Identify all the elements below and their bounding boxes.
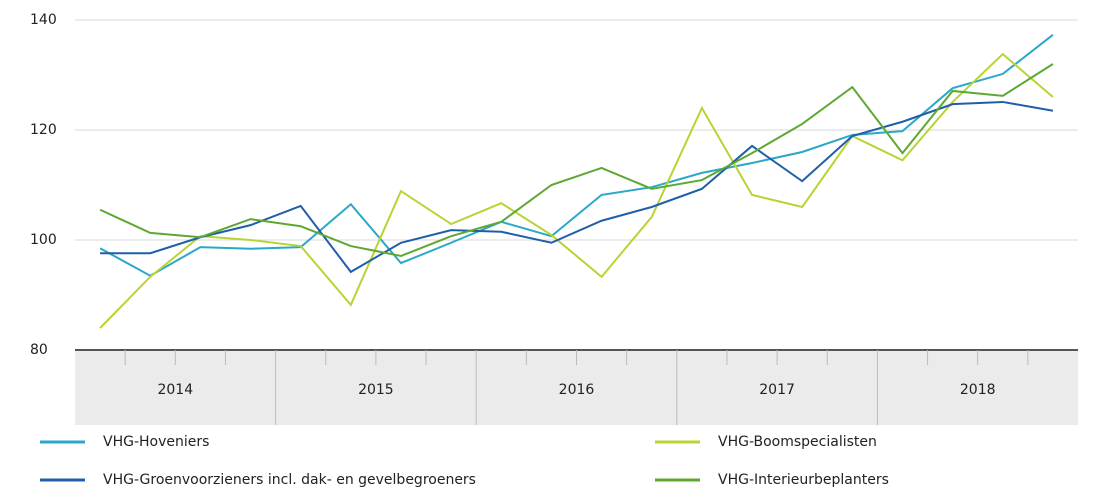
x-group-label: 2017 (759, 382, 795, 398)
x-group-label: 2014 (157, 382, 193, 398)
y-tick-label: 120 (30, 122, 57, 138)
legend-label: VHG-Groenvoorzieners incl. dak- en gevel… (103, 472, 476, 488)
y-tick-label: 80 (30, 342, 48, 358)
series-line (100, 100, 1054, 274)
series-line (99, 52, 1054, 329)
legend-label: VHG-Interieurbeplanters (718, 472, 889, 488)
y-tick-label: 140 (30, 12, 57, 28)
x-group-label: 2018 (960, 382, 996, 398)
y-tick-label: 100 (30, 232, 57, 248)
legend-label: VHG-Boomspecialisten (718, 434, 877, 450)
series-line (99, 34, 1054, 277)
legend-label: VHG-Hoveniers (103, 434, 209, 450)
series-line (99, 63, 1054, 257)
x-group-label: 2016 (559, 382, 595, 398)
x-group-label: 2015 (358, 382, 394, 398)
